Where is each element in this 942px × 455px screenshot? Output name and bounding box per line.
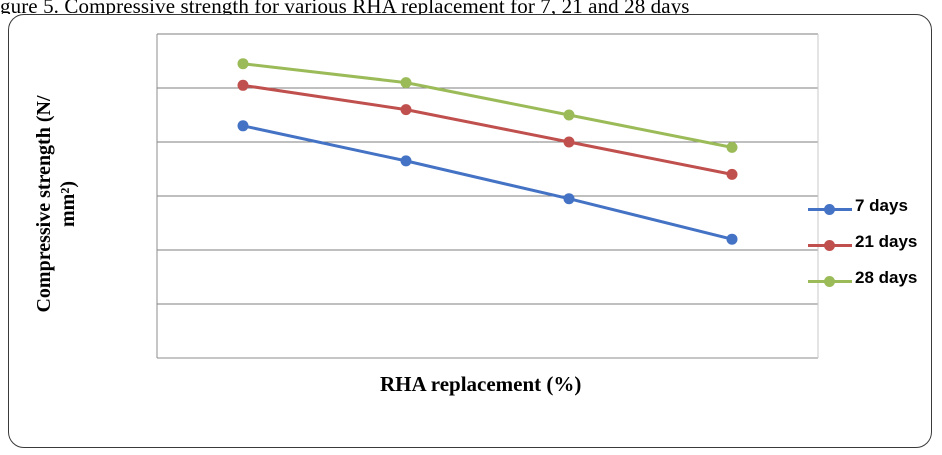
data-point-7-days-3 bbox=[563, 193, 575, 205]
series-line-7-days bbox=[242, 124, 733, 241]
x-axis-label: RHA replacement (%) bbox=[380, 372, 582, 396]
figure-caption: gure 5. Compressive strength for various… bbox=[0, 0, 690, 14]
data-point-28-days-3 bbox=[563, 109, 575, 121]
legend-marker-21-days bbox=[824, 240, 835, 251]
legend-label-7-days: 7 days bbox=[855, 196, 908, 215]
data-point-21-days-1 bbox=[237, 79, 249, 91]
legend-marker-7-days bbox=[824, 204, 835, 215]
legend-label-28-days: 28 days bbox=[855, 268, 918, 287]
series-line-21-days bbox=[242, 83, 733, 176]
legend-item-7-days: 7 days bbox=[808, 196, 938, 232]
data-point-21-days-4 bbox=[726, 168, 738, 180]
chart-frame bbox=[8, 14, 932, 448]
legend-item-28-days: 28 days bbox=[808, 268, 938, 304]
legend-item-21-days: 21 days bbox=[808, 232, 938, 268]
legend: 7 days 21 days 28 days bbox=[808, 196, 938, 304]
data-point-28-days-1 bbox=[237, 58, 249, 70]
data-point-7-days-4 bbox=[726, 233, 738, 245]
data-point-7-days-1 bbox=[237, 120, 249, 132]
data-point-21-days-2 bbox=[400, 104, 412, 116]
y-axis-label-line2: mm²) bbox=[57, 181, 79, 227]
legend-label-21-days: 21 days bbox=[855, 232, 918, 251]
data-point-28-days-4 bbox=[726, 141, 738, 153]
data-point-7-days-2 bbox=[400, 155, 412, 167]
data-point-21-days-3 bbox=[563, 136, 575, 148]
y-axis-label-line1: Compressive strength (N/ bbox=[33, 95, 55, 313]
series-line-28-days bbox=[242, 62, 733, 149]
legend-marker-28-days bbox=[824, 276, 835, 287]
data-point-28-days-2 bbox=[400, 77, 412, 89]
